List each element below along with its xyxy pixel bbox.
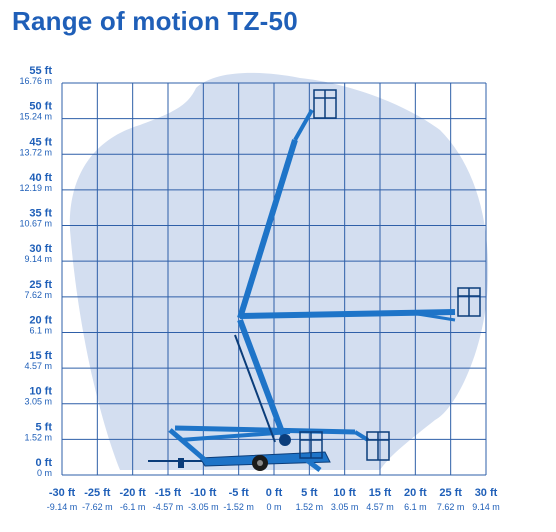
top-platform: [313, 89, 337, 119]
x-tick-label-m: 9.14 m: [472, 502, 500, 512]
x-tick-label-m: 1.52 m: [296, 502, 324, 512]
x-tick-label-ft: 20 ft: [404, 487, 427, 499]
lower-boom-link: [234, 334, 276, 443]
x-tick-label-m: 6.1 m: [404, 502, 427, 512]
working-envelope: [69, 72, 489, 470]
x-tick-label-m: 7.62 m: [437, 502, 465, 512]
y-tick-label-m: 1.52 m: [24, 432, 52, 442]
x-tick-label-ft: 15 ft: [369, 487, 392, 499]
outrigger-rear: [168, 428, 207, 462]
upper-jib: [293, 109, 314, 141]
x-tick-label-ft: 25 ft: [439, 487, 462, 499]
y-tick-label-ft: 30 ft: [29, 243, 52, 255]
x-tick-label-m: -4.57 m: [153, 502, 184, 512]
horizontal-jib: [404, 310, 456, 322]
y-tick-label-ft: 40 ft: [29, 172, 52, 184]
y-tick-label-m: 13.72 m: [19, 147, 52, 157]
side-platform: [457, 287, 481, 317]
x-tick-label-ft: 0 ft: [266, 487, 283, 499]
y-tick-label-m: 12.19 m: [19, 183, 52, 193]
x-axis-labels: -30 ft -9.14 m -25 ft -7.62 m -20 ft -6.1 m -1…: [47, 487, 500, 512]
x-tick-label-m: -1.52 m: [223, 502, 254, 512]
grid: [61, 82, 487, 476]
y-tick-label-m: 7.62 m: [24, 290, 52, 300]
x-tick-label-ft: -20 ft: [120, 487, 147, 499]
stowed-boom: [174, 425, 356, 435]
x-tick-label-ft: -5 ft: [229, 487, 250, 499]
lower-jib: [353, 430, 370, 442]
y-tick-label-m: 10.67 m: [19, 219, 52, 229]
x-tick-label-ft: -15 ft: [155, 487, 182, 499]
upper-boom: [237, 139, 298, 319]
y-tick-label-ft: 5 ft: [36, 421, 53, 433]
wheel-hub: [257, 460, 263, 466]
y-tick-label-m: 16.76 m: [19, 76, 52, 86]
y-tick-label-ft: 20 ft: [29, 314, 52, 326]
x-tick-label-ft: 30 ft: [475, 487, 498, 499]
lower-platform-far: [366, 431, 390, 461]
x-tick-label-m: -7.62 m: [82, 502, 113, 512]
x-tick-label-m: -9.14 m: [47, 502, 78, 512]
x-tick-label-m: 3.05 m: [331, 502, 359, 512]
y-tick-label-ft: 0 ft: [36, 457, 53, 469]
y-axis-labels: 0 ft0 m 5 ft1.52 m 10 ft3.05 m 15 ft4.57 m 2…: [19, 65, 52, 478]
lower-boom: [237, 318, 288, 442]
turntable: [279, 434, 291, 446]
y-tick-label-ft: 45 ft: [29, 136, 52, 148]
y-tick-label-m: 4.57 m: [24, 361, 52, 371]
x-tick-label-m: 0 m: [266, 502, 281, 512]
y-tick-label-m: 9.14 m: [24, 254, 52, 264]
lower-platform-near: [299, 431, 323, 459]
horizontal-boom: [239, 309, 456, 319]
x-tick-label-ft: 5 ft: [301, 487, 318, 499]
x-tick-label-ft: -10 ft: [190, 487, 217, 499]
y-tick-label-m: 0 m: [37, 468, 52, 478]
y-tick-label-m: 6.1 m: [29, 325, 52, 335]
x-tick-label-ft: -30 ft: [49, 487, 76, 499]
y-tick-label-ft: 10 ft: [29, 386, 52, 398]
diagram-title: Range of motion TZ-50: [12, 6, 298, 36]
x-tick-label-m: -3.05 m: [188, 502, 219, 512]
y-tick-label-ft: 55 ft: [29, 65, 52, 77]
x-tick-label-m: 4.57 m: [366, 502, 394, 512]
x-tick-label-m: -6.1 m: [120, 502, 146, 512]
x-tick-label-ft: 10 ft: [333, 487, 356, 499]
x-tick-label-ft: -25 ft: [84, 487, 111, 499]
y-tick-label-ft: 50 ft: [29, 101, 52, 113]
y-tick-label-ft: 15 ft: [29, 350, 52, 362]
boom-lift-illustration: [148, 89, 481, 472]
y-tick-label-ft: 35 ft: [29, 208, 52, 220]
y-tick-label-ft: 25 ft: [29, 279, 52, 291]
hitch-jack: [178, 458, 184, 468]
y-tick-label-m: 15.24 m: [19, 112, 52, 122]
y-tick-label-m: 3.05 m: [24, 397, 52, 407]
